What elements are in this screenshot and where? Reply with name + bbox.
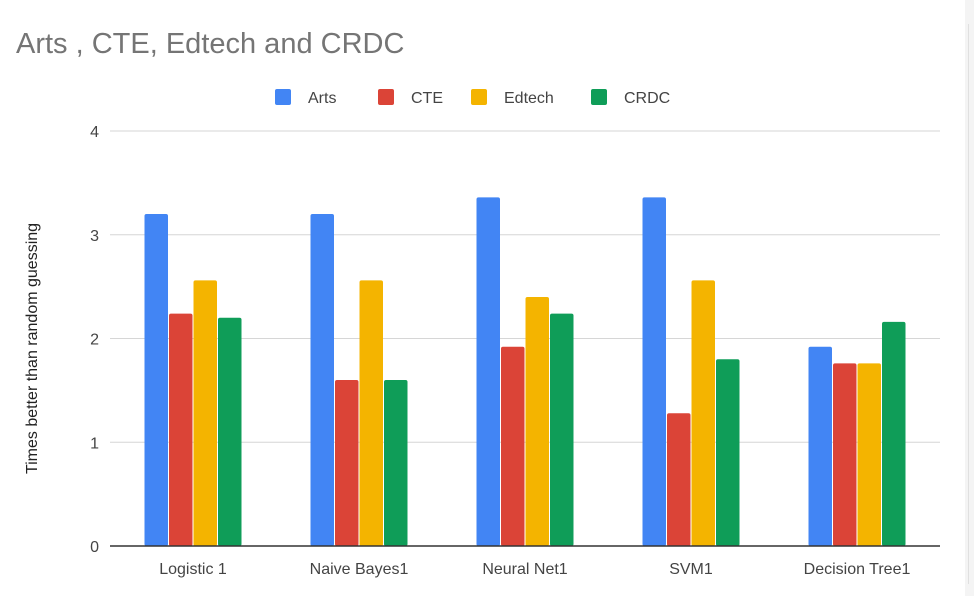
bar-crdc-5 — [882, 321, 906, 546]
y-tick-label: 1 — [90, 435, 99, 452]
bar-cte-1 — [169, 313, 193, 546]
legend-label-arts: Arts — [308, 90, 336, 107]
bar-cte-5 — [833, 363, 857, 546]
bar-crdc-1 — [218, 317, 242, 546]
gridlines — [110, 130, 940, 443]
bar-cte-2 — [335, 380, 359, 546]
legend-label-crdc: CRDC — [624, 90, 670, 107]
bar-arts-5 — [808, 346, 832, 546]
bar-crdc-4 — [716, 359, 740, 546]
bar-cte-3 — [501, 346, 525, 546]
bars — [144, 197, 906, 546]
bar-edtech-5 — [857, 363, 881, 546]
bar-arts-3 — [476, 197, 500, 546]
bar-edtech-4 — [691, 280, 715, 546]
legend-swatch-edtech — [471, 89, 487, 105]
y-tick-label: 4 — [90, 124, 99, 141]
y-tick-label: 3 — [90, 228, 99, 245]
x-tick-label: Neural Net1 — [482, 561, 567, 578]
bar-edtech-2 — [359, 280, 383, 546]
right-panel-divider — [968, 24, 969, 584]
bar-edtech-1 — [193, 280, 217, 546]
y-tick-label: 2 — [90, 332, 99, 349]
x-tick-label: Logistic 1 — [159, 561, 227, 578]
y-tick-label: 0 — [90, 539, 99, 556]
legend-label-edtech: Edtech — [504, 90, 554, 107]
legend-label-cte: CTE — [411, 90, 443, 107]
right-panel-edge — [965, 0, 974, 596]
x-tick-label: SVM1 — [669, 561, 713, 578]
x-tick-label: Naive Bayes1 — [310, 561, 409, 578]
bar-crdc-2 — [384, 380, 408, 546]
bar-arts-1 — [144, 214, 168, 546]
legend: Arts CTE Edtech CRDC — [275, 89, 670, 107]
x-tick-label: Decision Tree1 — [804, 561, 911, 578]
bar-arts-4 — [642, 197, 666, 546]
bar-cte-4 — [667, 413, 691, 546]
legend-swatch-crdc — [591, 89, 607, 105]
axes: 0 1 2 3 4 Logistic 1 Naive Bayes1 Neural Net1 SV… — [90, 124, 940, 578]
bar-edtech-3 — [525, 297, 549, 546]
bar-arts-2 — [310, 214, 334, 546]
legend-swatch-cte — [378, 89, 394, 105]
bar-crdc-3 — [550, 313, 574, 546]
chart-title: Arts , CTE, Edtech and CRDC — [16, 28, 405, 60]
y-axis-label: Times better than random guessing — [24, 223, 41, 474]
legend-swatch-arts — [275, 89, 291, 105]
